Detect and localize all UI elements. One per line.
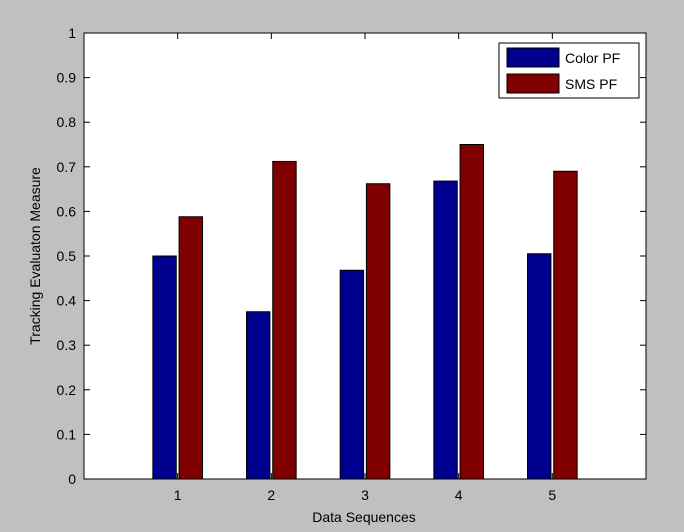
legend-label-sms-pf: SMS PF [565,76,617,92]
plot-area [84,33,646,479]
y-tick-label: 0.9 [57,70,77,86]
bar-sms-pf-1 [178,216,203,480]
legend-label-color-pf: Color PF [565,50,620,66]
legend-swatch-color-pf [506,47,560,68]
y-axis-label: Tracking Evaluaton Measure [27,167,43,345]
bars-group [152,144,578,480]
y-tick-label: 1 [68,25,76,41]
y-tick-label: 0.7 [57,159,77,175]
bar-color-pf-3 [339,269,365,480]
bar-color-pf-5 [527,253,552,480]
bar-sms-pf-4 [459,144,484,480]
y-tick-label: 0.4 [57,293,77,309]
legend-swatch-sms-pf [506,73,560,94]
bar-sms-pf-3 [365,183,391,480]
plot-frame [83,32,647,480]
x-tick-label: 4 [455,487,463,503]
y-tick-label: 0.3 [57,337,77,353]
bar-sms-pf-2 [272,160,297,480]
bar-color-pf-2 [246,311,271,480]
x-tick-label: 3 [361,487,369,503]
y-tick-label: 0.1 [57,426,77,442]
y-tick-label: 0.2 [57,382,77,398]
y-axis: 0 0.1 0.2 0.3 0.4 0.5 0.6 0.7 0.8 0.9 1 [57,25,646,487]
x-tick-label: 5 [548,487,556,503]
bar-color-pf-1 [152,255,177,480]
y-tick-label: 0.8 [57,114,77,130]
bar-sms-pf-5 [553,170,578,480]
x-axis-label: Data Sequences [312,509,416,525]
legend: Color PF SMS PF [498,42,640,99]
y-tick-label: 0.5 [57,248,77,264]
y-tick-label: 0 [68,471,76,487]
x-tick-label: 1 [174,487,182,503]
x-tick-label: 2 [267,487,275,503]
bar-color-pf-4 [433,180,458,480]
y-tick-label: 0.6 [57,203,77,219]
x-axis: 1 2 3 4 5 [174,33,556,503]
